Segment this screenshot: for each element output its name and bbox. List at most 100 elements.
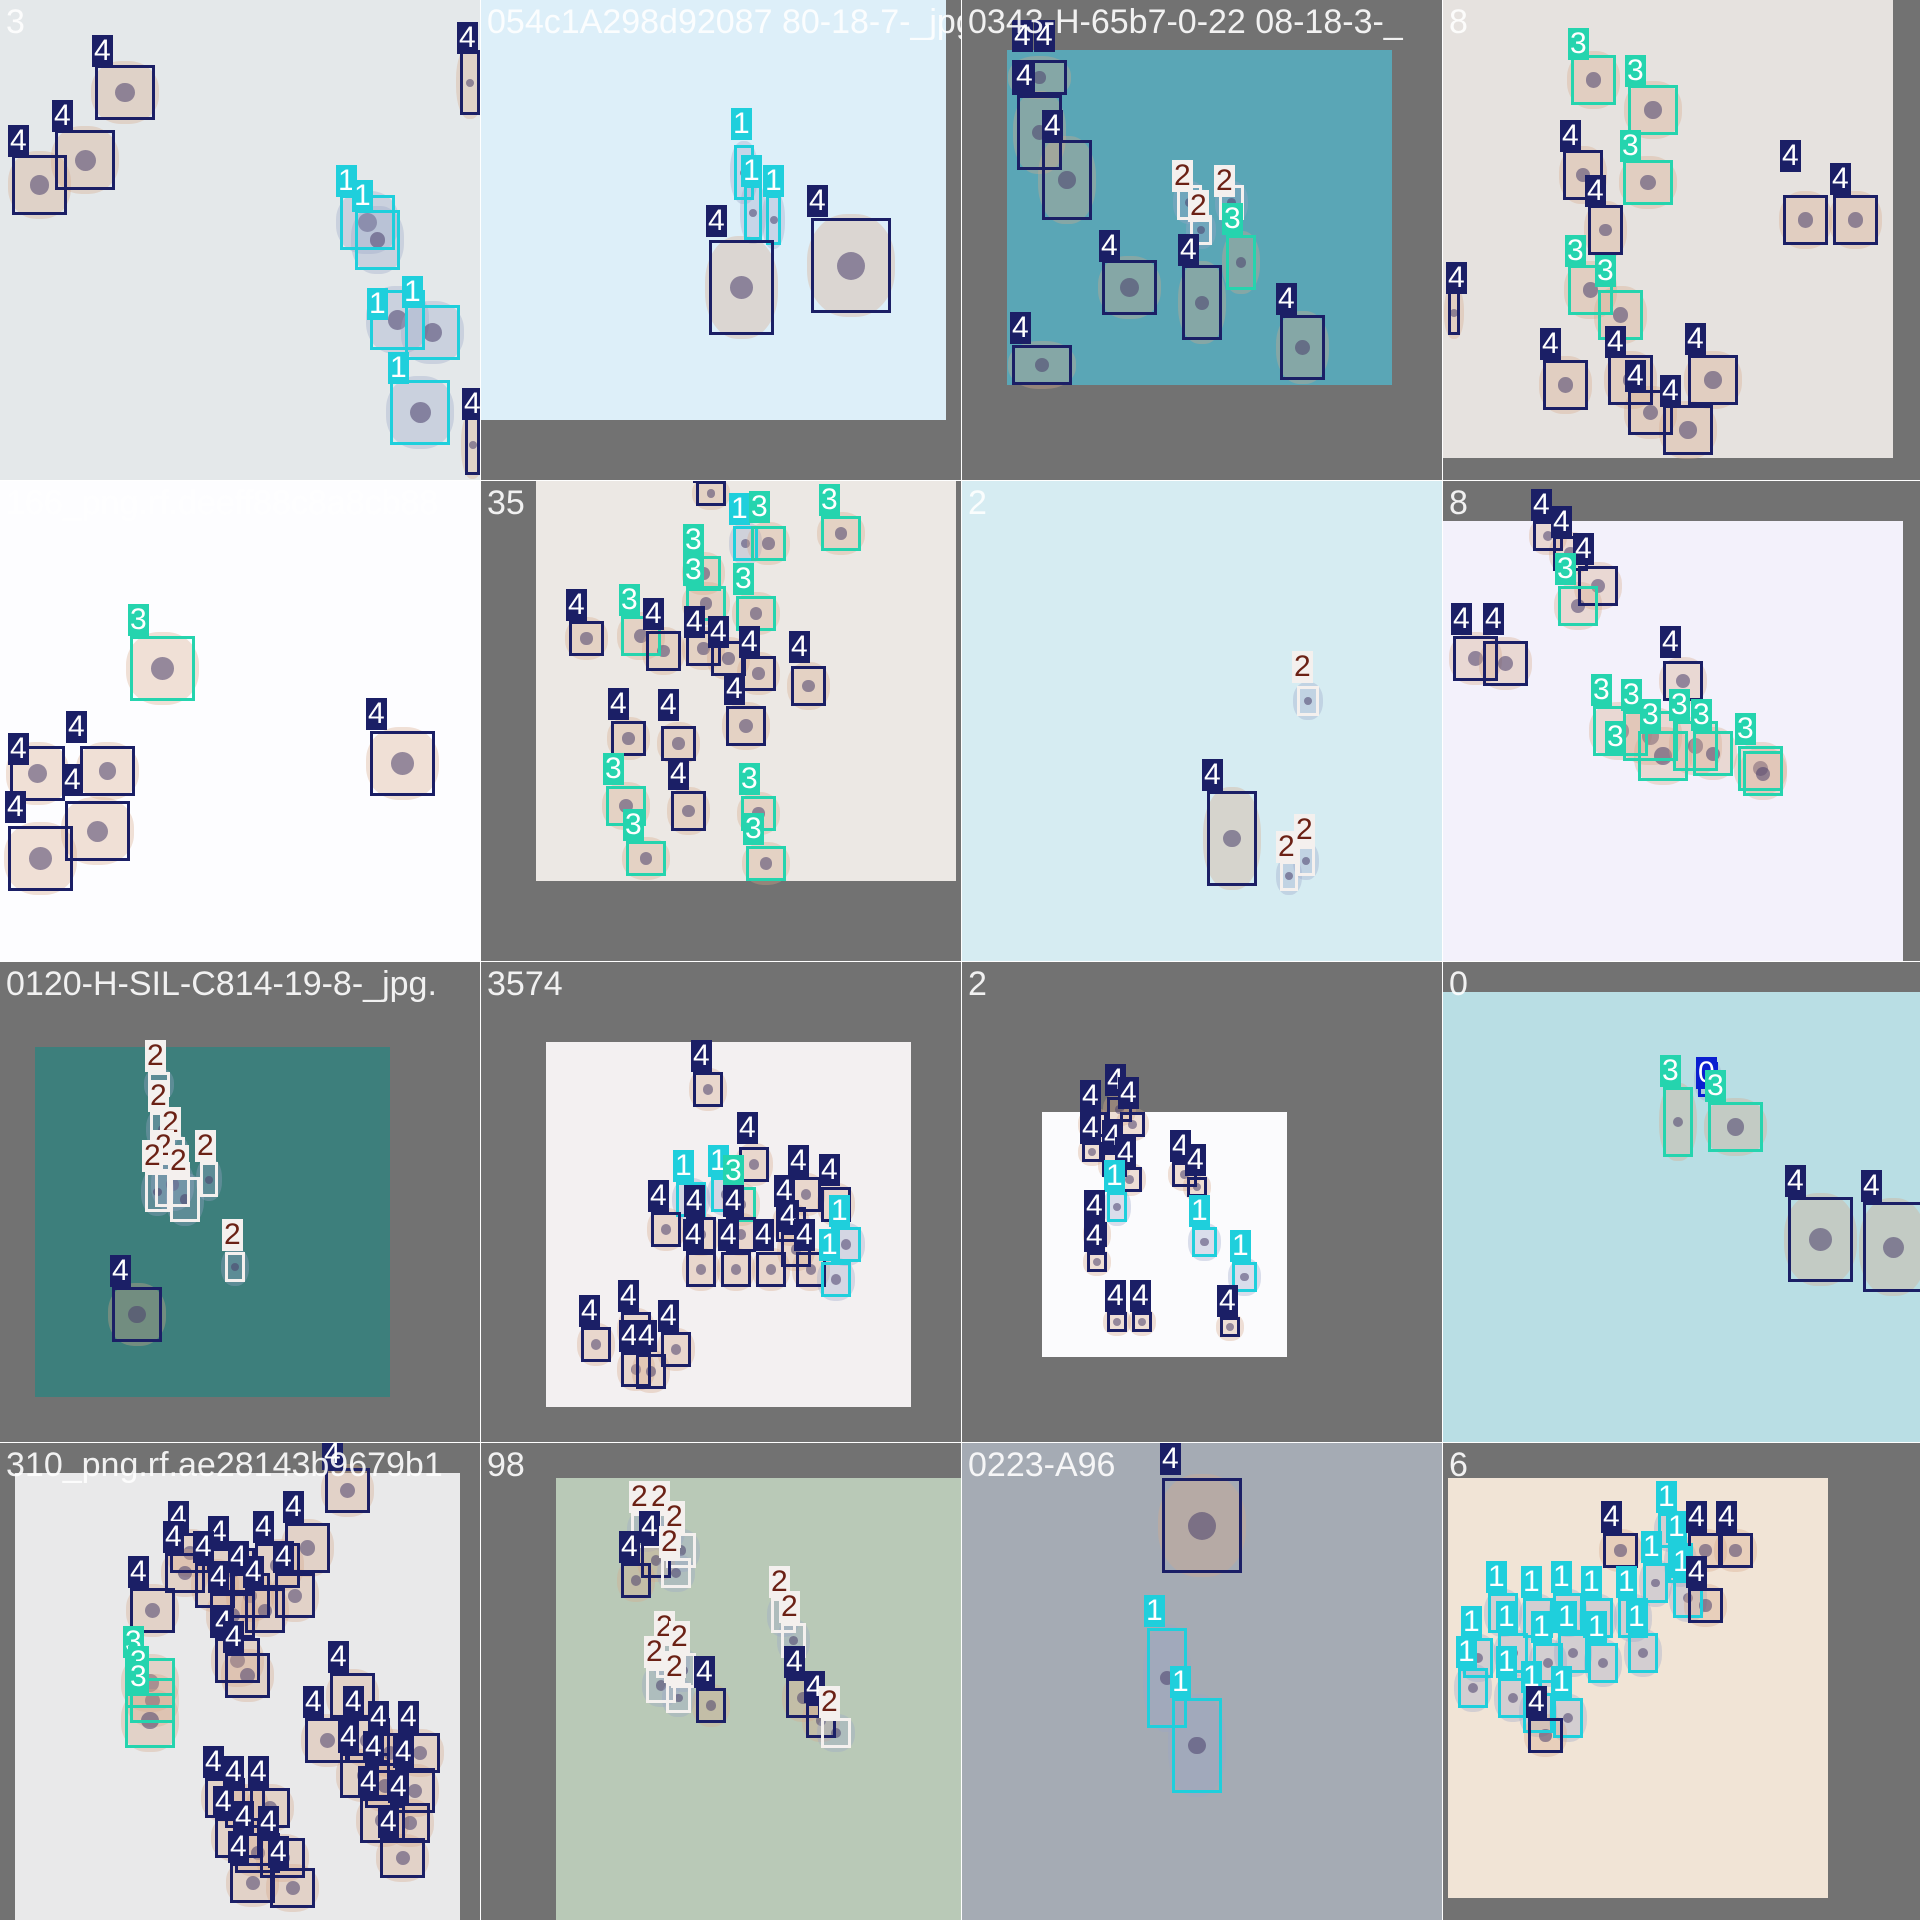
detection-box-class-4 [651, 1212, 681, 1247]
class-label: 4 [1785, 1164, 1806, 1197]
cell-nucleus [1699, 1544, 1712, 1557]
class-label: 4 [1042, 109, 1063, 142]
detection-box-class-1 [1558, 1633, 1588, 1673]
detection-box-class-4 [811, 218, 891, 313]
class-label: 4 [8, 732, 29, 765]
class-label: 4 [737, 1111, 758, 1144]
detection-box-class-4 [245, 1588, 285, 1633]
class-label: 4 [1080, 1111, 1101, 1144]
detection-box-class-1 [1232, 1262, 1257, 1292]
class-label: 4 [1451, 602, 1472, 635]
class-label: 2 [145, 1039, 166, 1072]
cell-nucleus [391, 752, 414, 775]
cell-nucleus [1188, 1736, 1206, 1755]
class-label: 3 [1691, 698, 1712, 731]
detection-box-class-4 [721, 1252, 751, 1287]
detection-box-class-4 [95, 65, 155, 120]
cell-nucleus [1304, 697, 1312, 705]
cell-nucleus [422, 322, 443, 343]
class-label: 4 [619, 1319, 640, 1352]
detection-box-class-4 [741, 656, 776, 691]
class-label: 3 [1222, 202, 1243, 235]
class-label: 4 [794, 1218, 815, 1251]
class-label: 1 [1581, 1565, 1602, 1598]
detection-box-class-4 [1132, 1312, 1152, 1332]
cell-nucleus [1472, 1652, 1484, 1664]
detection-box-class-1 [1458, 1668, 1488, 1708]
class-label: 4 [789, 630, 810, 663]
class-label: 4 [388, 1770, 409, 1803]
image-filename: 3574 [487, 965, 563, 1003]
cell-nucleus [1597, 1657, 1609, 1669]
detection-box-class-3 [1628, 85, 1678, 135]
class-label: 1 [829, 1194, 850, 1227]
class-label: 3 [733, 562, 754, 595]
detection-box-class-3 [1638, 731, 1688, 781]
cell-nucleus [1507, 1692, 1519, 1704]
detection-box-class-4 [1863, 1202, 1920, 1292]
cell-nucleus [299, 1540, 316, 1556]
class-label: 4 [1660, 625, 1681, 658]
cell-nucleus [1467, 1682, 1479, 1694]
class-label: 1 [1496, 1645, 1517, 1678]
class-label: 1 [1486, 1560, 1507, 1593]
detection-box-class-4 [696, 481, 726, 506]
class-label: 4 [788, 1144, 809, 1177]
class-label: 4 [358, 1765, 379, 1798]
class-label: 1 [708, 1144, 729, 1177]
detection-box-class-4 [686, 1252, 716, 1287]
class-label: 4 [1160, 1443, 1181, 1475]
cell-nucleus [1571, 599, 1585, 613]
class-label: 4 [1105, 1279, 1126, 1312]
class-label: 4 [608, 687, 629, 720]
class-label: 4 [223, 1620, 244, 1653]
class-label: 1 [1626, 1600, 1647, 1633]
class-label: 4 [1118, 1076, 1139, 1109]
detection-box-class-4 [1162, 1478, 1242, 1573]
detection-box-class-1 [390, 380, 450, 445]
cell-nucleus [1088, 1148, 1096, 1156]
cell-nucleus [639, 852, 653, 865]
detection-box-class-4 [756, 1252, 786, 1287]
class-label: 1 [1104, 1159, 1125, 1192]
image-filename: 8 [1449, 484, 1468, 522]
class-label: 1 [1666, 1510, 1687, 1543]
class-label: 4 [1185, 1143, 1206, 1176]
class-label: 4 [643, 597, 664, 630]
detection-box-class-4 [621, 1563, 651, 1598]
detection-box-class-4 [661, 726, 696, 761]
cell-nucleus [357, 212, 378, 233]
detection-box-class-4 [1207, 791, 1257, 886]
class-label: 4 [248, 1755, 269, 1788]
cell-nucleus [288, 1588, 302, 1603]
class-label: 2 [819, 1685, 840, 1718]
cell-nucleus [697, 642, 710, 655]
cell-nucleus [1193, 1183, 1201, 1191]
class-label: 4 [778, 1199, 799, 1232]
cell-nucleus [1882, 1236, 1904, 1258]
class-label: 4 [193, 1530, 214, 1563]
cell-nucleus [1115, 1105, 1124, 1114]
cell-nucleus [769, 216, 778, 224]
mosaic-tile: 4 4 4 4 1 1 3 4 4 4 4 4 1 4 4 4 4 1 4 4 4 4 4 3574 [481, 962, 961, 1442]
class-label: 2 [1276, 830, 1297, 863]
class-label: 3 [749, 490, 770, 523]
class-label: 4 [223, 1755, 244, 1788]
cell-nucleus [387, 310, 408, 330]
cell-nucleus [682, 804, 695, 818]
class-label: 4 [1099, 229, 1120, 262]
class-label: 2 [669, 1620, 690, 1653]
detection-box-class-4 [671, 791, 706, 831]
class-label: 1 [1586, 1610, 1607, 1643]
class-label: 4 [1540, 327, 1561, 360]
detection-box-class-3 [130, 636, 195, 701]
detection-box-class-3 [1708, 1102, 1763, 1152]
detection-box-class-4 [1663, 405, 1713, 455]
class-label: 4 [807, 184, 828, 217]
class-label: 2 [1292, 650, 1313, 683]
cell-nucleus [409, 402, 431, 423]
cell-nucleus [837, 251, 865, 280]
image-filename: 35 [487, 484, 525, 522]
detection-box-class-3 [821, 516, 861, 551]
